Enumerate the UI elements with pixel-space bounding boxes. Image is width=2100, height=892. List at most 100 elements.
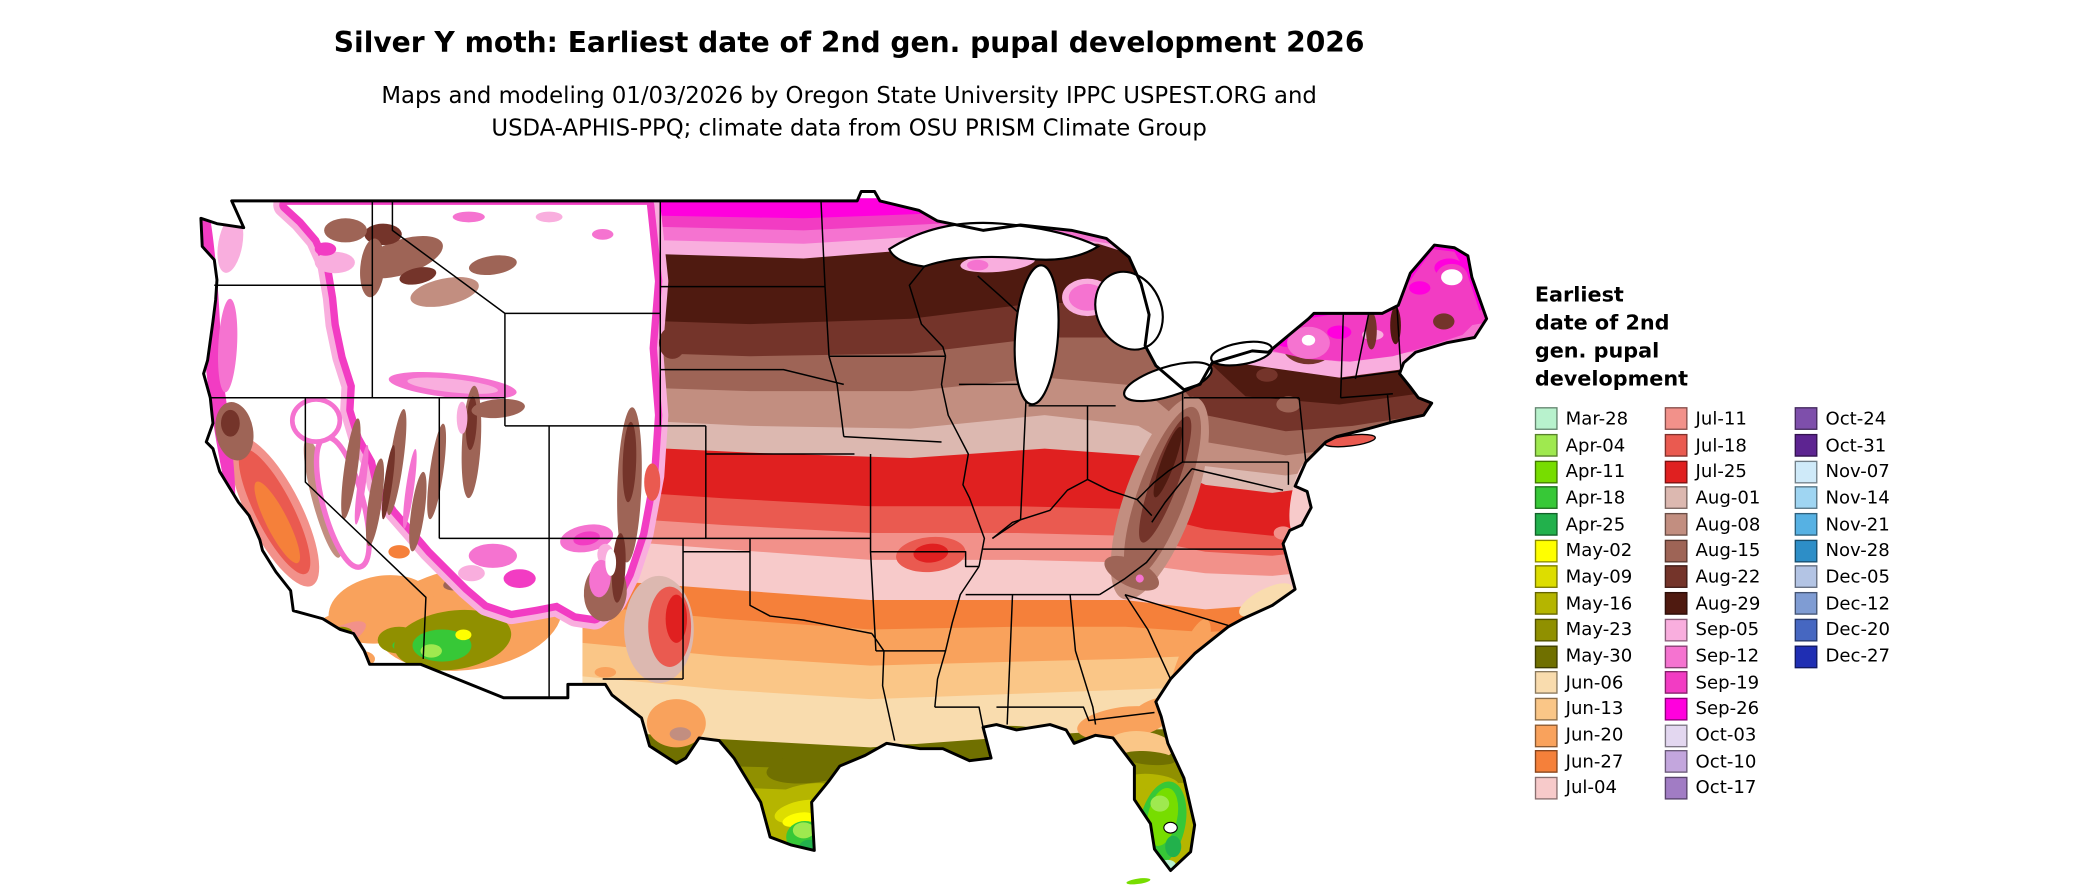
legend-label: Nov-21 bbox=[1825, 513, 1890, 536]
legend-label: Oct-31 bbox=[1825, 434, 1887, 457]
figure-subtitle: Maps and modeling 01/03/2026 by Oregon S… bbox=[0, 80, 1698, 144]
legend-swatch bbox=[1534, 644, 1558, 668]
legend-swatch bbox=[1534, 697, 1558, 721]
legend-swatch bbox=[1664, 513, 1688, 536]
legend-label: Sep-26 bbox=[1695, 698, 1760, 720]
legend-label: Jun-27 bbox=[1565, 751, 1624, 773]
legend-label: Sep-19 bbox=[1695, 671, 1760, 694]
legend-swatch bbox=[1794, 592, 1818, 615]
legend-entry: Dec-12 bbox=[1794, 590, 1910, 616]
legend-label: Jul-04 bbox=[1565, 777, 1617, 799]
legend-entry: May-16 bbox=[1534, 590, 1650, 616]
legend-label: Apr-11 bbox=[1565, 461, 1626, 483]
legend-swatch bbox=[1534, 776, 1558, 800]
legend-title: Earliest date of 2nd gen. pupal developm… bbox=[1535, 281, 1925, 394]
legend-swatch bbox=[1534, 460, 1558, 484]
legend-swatch bbox=[1534, 433, 1558, 457]
legend-entry: Jun-06 bbox=[1534, 669, 1650, 695]
legend-entry: Jun-27 bbox=[1534, 749, 1650, 775]
subtitle-line-2: USDA-APHIS-PPQ; climate data from OSU PR… bbox=[491, 115, 1207, 142]
legend-swatch bbox=[1664, 750, 1688, 774]
legend-entry: Nov-28 bbox=[1794, 538, 1910, 564]
legend-column: Mar-28 Apr-04 Apr-11 Apr-18 Apr-25 May-02 May-… bbox=[1534, 406, 1650, 802]
legend-entry: Aug-01 bbox=[1664, 485, 1780, 511]
legend-entry: Oct-31 bbox=[1794, 432, 1910, 458]
legend-column: Jul-11 Jul-18 Jul-25 Aug-01 Aug-08 Aug-15 Aug-… bbox=[1664, 406, 1780, 802]
map-color-regions bbox=[200, 191, 1487, 871]
legend-column: Oct-24 Oct-31 Nov-07 Nov-14 Nov-21 Nov-28 Dec-… bbox=[1794, 406, 1910, 802]
legend-swatch bbox=[1794, 644, 1818, 668]
legend-label: Aug-01 bbox=[1695, 487, 1761, 509]
legend-label: May-02 bbox=[1565, 540, 1633, 562]
legend-label: Nov-07 bbox=[1825, 461, 1890, 483]
legend-label: May-30 bbox=[1565, 645, 1633, 668]
legend-label: Dec-12 bbox=[1825, 592, 1891, 615]
subtitle-line-1: Maps and modeling 01/03/2026 by Oregon S… bbox=[381, 83, 1317, 110]
legend-entry: Oct-24 bbox=[1794, 406, 1910, 432]
legend-label: Sep-12 bbox=[1695, 645, 1760, 668]
legend-entry: Nov-21 bbox=[1794, 511, 1910, 537]
lake-michigan bbox=[1013, 264, 1060, 406]
legend-label: Aug-22 bbox=[1695, 566, 1761, 588]
legend-swatch bbox=[1794, 486, 1818, 510]
legend-columns: Mar-28 Apr-04 Apr-11 Apr-18 Apr-25 May-02 May-… bbox=[1534, 406, 1925, 802]
legend-swatch bbox=[1534, 750, 1558, 774]
legend-entry: Dec-27 bbox=[1794, 643, 1910, 669]
legend-swatch bbox=[1534, 565, 1558, 589]
legend-label: Dec-20 bbox=[1825, 619, 1891, 641]
legend-swatch bbox=[1664, 644, 1688, 668]
legend-swatch bbox=[1534, 724, 1558, 747]
legend-title-line: development bbox=[1534, 366, 1689, 392]
legend-label: Dec-05 bbox=[1825, 566, 1891, 588]
legend-label: Oct-10 bbox=[1695, 751, 1757, 773]
legend-entry: Apr-18 bbox=[1534, 485, 1650, 511]
legend-swatch bbox=[1664, 671, 1688, 695]
legend-swatch bbox=[1794, 433, 1818, 457]
legend-entry: Mar-28 bbox=[1534, 406, 1650, 432]
legend-swatch bbox=[1664, 407, 1688, 431]
legend-entry: Aug-15 bbox=[1664, 538, 1780, 564]
legend-swatch bbox=[1794, 407, 1818, 431]
legend-swatch bbox=[1664, 697, 1688, 721]
legend-label: Jul-25 bbox=[1695, 461, 1747, 483]
legend-entry: Aug-08 bbox=[1664, 511, 1780, 537]
state-borders bbox=[210, 200, 1402, 741]
legend-entry: Dec-05 bbox=[1794, 564, 1910, 590]
florida-keys bbox=[1126, 878, 1151, 885]
legend-swatch bbox=[1664, 724, 1688, 747]
legend-entry: Oct-10 bbox=[1664, 749, 1780, 775]
legend-label: Jun-06 bbox=[1565, 671, 1624, 694]
legend-entry: Sep-26 bbox=[1664, 696, 1780, 722]
legend-entry: Aug-22 bbox=[1664, 564, 1780, 590]
legend-swatch bbox=[1794, 565, 1818, 589]
legend-swatch bbox=[1534, 486, 1558, 510]
legend-entry: Jul-18 bbox=[1664, 432, 1780, 458]
legend-swatch bbox=[1794, 618, 1818, 642]
legend-label: Dec-27 bbox=[1825, 645, 1891, 668]
legend-entry: Jul-04 bbox=[1534, 775, 1650, 801]
legend-label: Apr-04 bbox=[1565, 434, 1626, 457]
legend-entry: Apr-25 bbox=[1534, 511, 1650, 537]
legend-entry: May-09 bbox=[1534, 564, 1650, 590]
legend-entry: Sep-12 bbox=[1664, 643, 1780, 669]
legend-title-line: date of 2nd bbox=[1534, 310, 1670, 335]
legend-entry: Sep-19 bbox=[1664, 669, 1780, 695]
legend-swatch bbox=[1794, 513, 1818, 536]
legend-swatch bbox=[1664, 486, 1688, 510]
legend-label: Apr-18 bbox=[1565, 487, 1626, 509]
legend-label: Aug-15 bbox=[1695, 540, 1761, 562]
lake-erie bbox=[1123, 361, 1213, 403]
legend-swatch bbox=[1534, 513, 1558, 536]
legend-label: May-16 bbox=[1565, 592, 1633, 615]
legend-label: Oct-24 bbox=[1825, 408, 1887, 430]
legend-label: Nov-14 bbox=[1825, 487, 1890, 509]
legend-entry: May-02 bbox=[1534, 538, 1650, 564]
legend-title-line: gen. pupal bbox=[1534, 338, 1660, 363]
legend-label: Oct-03 bbox=[1695, 724, 1757, 747]
legend-swatch bbox=[1664, 618, 1688, 642]
legend-label: Sep-05 bbox=[1695, 619, 1760, 641]
legend-label: Jul-18 bbox=[1695, 434, 1747, 457]
legend-label: Mar-28 bbox=[1565, 408, 1629, 430]
legend-label: Jun-13 bbox=[1565, 698, 1624, 720]
